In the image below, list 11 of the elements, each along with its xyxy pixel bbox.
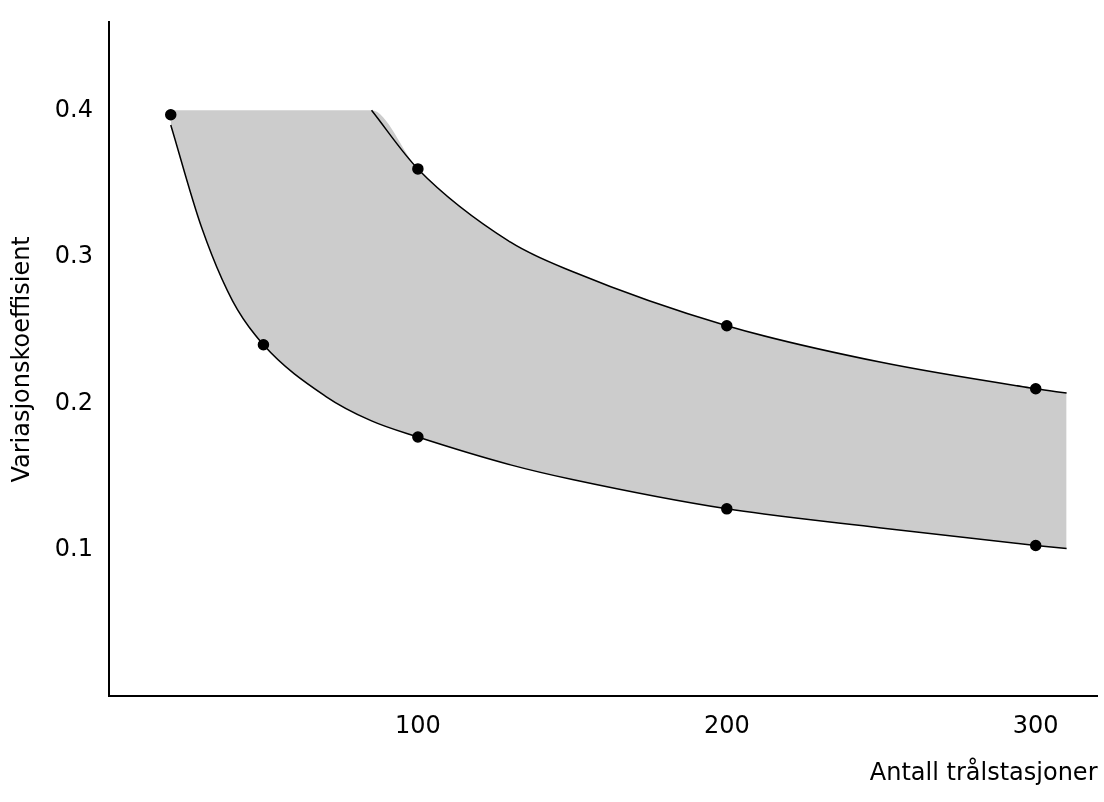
x-tick-label: 100 <box>394 711 441 740</box>
line-series <box>370 109 1068 394</box>
x-tick-label: 300 <box>1012 711 1059 740</box>
y-tick-label: 0.4 <box>54 94 93 123</box>
y-tick-label: 0.2 <box>54 387 93 416</box>
x-axis-title: Antall trålstasjoner <box>869 756 1098 786</box>
point <box>165 108 177 121</box>
y-tick-label: 0.1 <box>54 534 93 563</box>
x-tick-label: 200 <box>703 711 750 740</box>
y-tick-label: 0.3 <box>54 241 93 270</box>
y-axis-title: Variasjonskoeffisient <box>6 236 35 483</box>
